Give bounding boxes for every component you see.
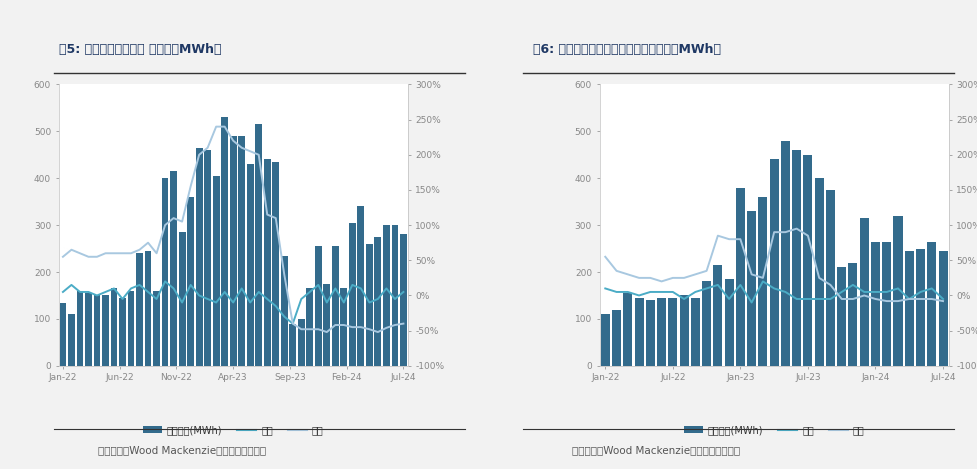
Bar — [153, 291, 160, 366]
Bar — [221, 117, 228, 366]
Bar — [679, 295, 688, 366]
Bar — [119, 298, 126, 366]
Bar — [769, 159, 778, 366]
Bar — [893, 216, 902, 366]
Bar — [230, 136, 236, 366]
Bar — [859, 218, 868, 366]
Bar — [76, 291, 83, 366]
Bar — [195, 148, 202, 366]
Bar — [85, 293, 92, 366]
Bar — [836, 267, 845, 366]
Bar — [383, 225, 390, 366]
Bar — [814, 178, 823, 366]
Bar — [657, 298, 665, 366]
Bar — [780, 141, 789, 366]
Bar — [391, 225, 398, 366]
Bar — [128, 291, 134, 366]
Bar — [400, 234, 406, 366]
Bar — [690, 298, 700, 366]
Bar — [904, 251, 913, 366]
Bar — [340, 288, 347, 366]
Bar — [315, 246, 321, 366]
Bar — [289, 324, 296, 366]
Bar — [255, 124, 262, 366]
Bar — [826, 190, 834, 366]
Bar — [187, 197, 193, 366]
Bar — [136, 253, 143, 366]
Legend: 新增容量(MWh), 环比, 同比: 新增容量(MWh), 环比, 同比 — [139, 421, 327, 439]
Bar — [374, 237, 381, 366]
Text: 图5: 德国储能月度新增 （单位：MWh）: 图5: 德国储能月度新增 （单位：MWh） — [59, 43, 221, 56]
Bar — [60, 303, 66, 366]
Bar — [848, 263, 857, 366]
Bar — [179, 232, 186, 366]
Bar — [365, 244, 372, 366]
Bar — [298, 319, 305, 366]
Bar — [938, 251, 947, 366]
Bar — [926, 242, 935, 366]
Bar — [102, 295, 108, 366]
Bar — [634, 298, 643, 366]
Bar — [802, 155, 812, 366]
Bar — [280, 256, 287, 366]
Bar — [622, 293, 632, 366]
Bar — [645, 300, 655, 366]
Bar — [110, 288, 117, 366]
Bar — [791, 150, 800, 366]
Bar — [161, 178, 168, 366]
Bar — [238, 136, 245, 366]
Bar — [94, 295, 101, 366]
Bar — [712, 265, 722, 366]
Text: 数据来源：Wood Mackenzie，东吴证券研究所: 数据来源：Wood Mackenzie，东吴证券研究所 — [572, 445, 740, 455]
Bar — [871, 242, 879, 366]
Legend: 新增容量(MWh), 环比, 同比: 新增容量(MWh), 环比, 同比 — [679, 421, 868, 439]
Bar — [272, 162, 278, 366]
Bar — [915, 249, 924, 366]
Bar — [213, 176, 220, 366]
Bar — [349, 223, 356, 366]
Bar — [667, 298, 677, 366]
Bar — [323, 284, 330, 366]
Bar — [306, 288, 313, 366]
Bar — [68, 314, 75, 366]
Bar — [612, 310, 620, 366]
Bar — [358, 206, 363, 366]
Bar — [757, 197, 767, 366]
Text: 图6: 德国电池户用储能月度新增（单位：MWh）: 图6: 德国电池户用储能月度新增（单位：MWh） — [532, 43, 720, 56]
Bar — [170, 171, 177, 366]
Bar — [204, 150, 211, 366]
Text: 数据来源：Wood Mackenzie，东吴证券研究所: 数据来源：Wood Mackenzie，东吴证券研究所 — [98, 445, 266, 455]
Bar — [881, 242, 890, 366]
Bar — [746, 211, 755, 366]
Bar — [264, 159, 271, 366]
Bar — [145, 251, 151, 366]
Bar — [735, 188, 744, 366]
Bar — [701, 281, 710, 366]
Bar — [600, 314, 609, 366]
Bar — [331, 246, 338, 366]
Bar — [246, 164, 253, 366]
Bar — [724, 279, 733, 366]
